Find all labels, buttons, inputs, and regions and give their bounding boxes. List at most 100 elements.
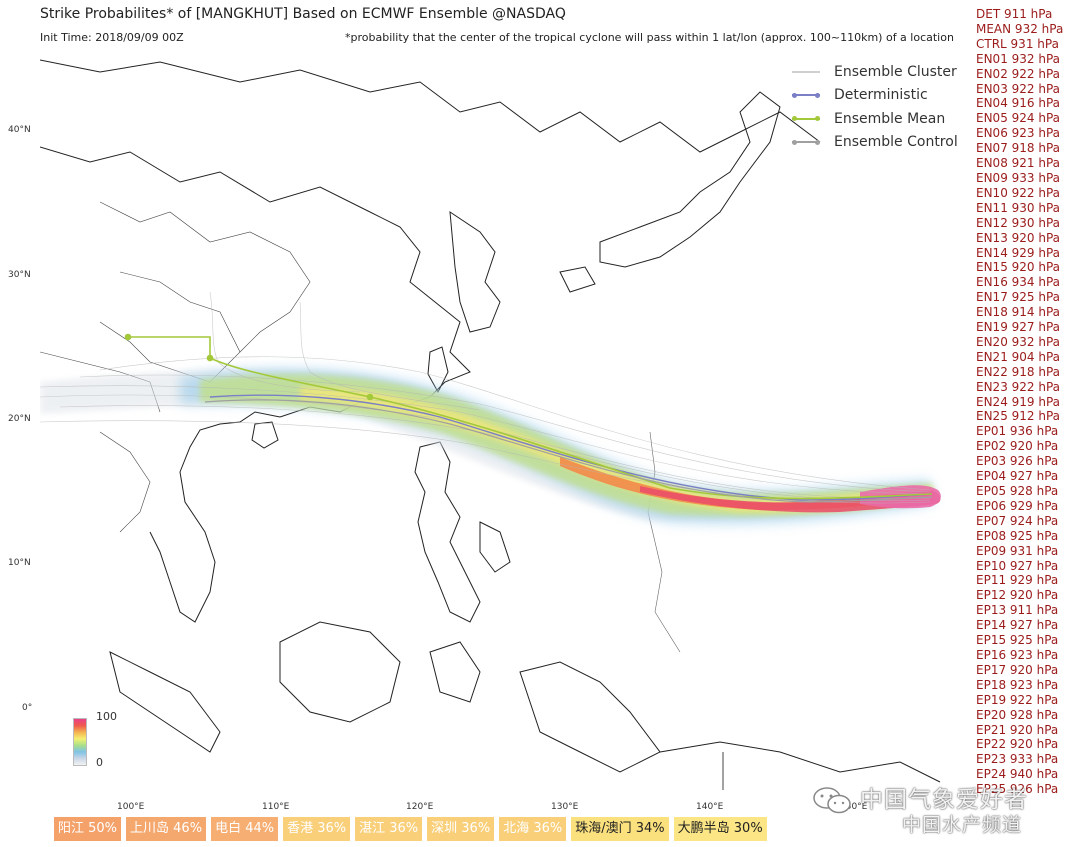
legend-swatch-ensemble-control bbox=[790, 137, 822, 147]
pressure-item: EP03 926 hPa bbox=[976, 454, 1059, 469]
pressure-item: EN19 927 hPa bbox=[976, 320, 1061, 335]
lat-label-10: 10°N bbox=[8, 558, 31, 568]
map-canvas bbox=[40, 59, 941, 790]
legend-swatch-ensemble-cluster bbox=[790, 67, 822, 77]
pressure-item: EP02 920 hPa bbox=[976, 439, 1059, 454]
init-time: Init Time: 2018/09/09 00Z bbox=[40, 31, 184, 44]
lat-label-40: 40°N bbox=[8, 125, 31, 135]
legend-ensemble-cluster: Ensemble Cluster bbox=[790, 60, 958, 84]
pressure-item: EP24 940 hPa bbox=[976, 767, 1059, 782]
colorbar-min-label: 0 bbox=[96, 756, 103, 769]
colorbar-max-label: 100 bbox=[96, 710, 117, 723]
city-badge: 大鹏半岛 30% bbox=[673, 817, 767, 841]
pressure-item: EN17 925 hPa bbox=[976, 290, 1061, 305]
legend-ensemble-control: Ensemble Control bbox=[790, 131, 958, 155]
pressure-item: EN23 922 hPa bbox=[976, 379, 1061, 394]
pressure-item: EP08 925 hPa bbox=[976, 528, 1059, 543]
city-badge: 北海 36% bbox=[499, 817, 567, 841]
pressure-item: EN12 930 hPa bbox=[976, 215, 1061, 230]
pressure-item: EN08 921 hPa bbox=[976, 156, 1061, 171]
pressure-item: EN01 932 hPa bbox=[976, 51, 1061, 66]
pressure-item: EN11 930 hPa bbox=[976, 200, 1061, 215]
legend-swatch-deterministic bbox=[790, 90, 822, 100]
pressure-item: EN04 916 hPa bbox=[976, 96, 1061, 111]
pressure-item: EP06 929 hPa bbox=[976, 498, 1059, 513]
watermark-line1: 中国气象爱好者 bbox=[860, 787, 1028, 813]
pressure-item: EN07 918 hPa bbox=[976, 141, 1061, 156]
pressure-item: EN25 912 hPa bbox=[976, 409, 1061, 424]
lon-label-120: 120°E bbox=[406, 802, 434, 812]
pressure-item: EP04 927 hPa bbox=[976, 469, 1059, 484]
pressure-item: EN05 924 hPa bbox=[976, 111, 1061, 126]
ensemble-control-track bbox=[204, 399, 933, 503]
pressure-item: EP13 911 hPa bbox=[976, 603, 1059, 618]
pressure-item: EP19 922 hPa bbox=[976, 692, 1059, 707]
city-badge: 上川岛 46% bbox=[126, 817, 207, 841]
city-badge: 电白 44% bbox=[211, 817, 279, 841]
pressure-item: EN21 904 hPa bbox=[976, 349, 1061, 364]
watermark-line2: 中国水产频道 bbox=[902, 814, 1023, 836]
lon-label-110: 110°E bbox=[262, 802, 290, 812]
pressure-item: EP23 933 hPa bbox=[976, 752, 1059, 767]
pressure-item: EP05 928 hPa bbox=[976, 484, 1059, 498]
pressure-item: DET 911 hPa bbox=[976, 7, 1053, 21]
pressure-item: EN18 914 hPa bbox=[976, 305, 1061, 320]
pressure-item: EP12 920 hPa bbox=[976, 588, 1059, 603]
lon-label-130: 130°E bbox=[551, 802, 579, 812]
deterministic-track bbox=[209, 394, 933, 501]
pressure-item: EP11 929 hPa bbox=[976, 573, 1059, 588]
pressure-item: EN14 929 hPa bbox=[976, 245, 1061, 260]
probability-note: *probability that the center of the trop… bbox=[345, 31, 954, 44]
pressure-item: EP20 928 hPa bbox=[976, 707, 1059, 722]
map-legend: Ensemble Cluster Deterministic Ensemble … bbox=[790, 60, 958, 154]
legend-label: Ensemble Cluster bbox=[834, 63, 957, 80]
city-probability-bar: 阳江 50% 上川岛 46% 电白 44% 香港 36% 湛江 36% 深圳 36% 北海 … bbox=[54, 817, 772, 841]
lat-label-20: 20°N bbox=[8, 414, 31, 424]
pressure-item: EP22 920 hPa bbox=[976, 737, 1059, 752]
chart-title: Strike Probabilites* of [MANGKHUT] Based… bbox=[40, 6, 566, 22]
pressure-item: EN03 922 hPa bbox=[976, 81, 1061, 96]
pressure-item: EP18 923 hPa bbox=[976, 677, 1059, 692]
lat-label-0: 0° bbox=[22, 703, 33, 713]
pressure-item: EP15 925 hPa bbox=[976, 633, 1059, 648]
legend-deterministic: Deterministic bbox=[790, 84, 958, 108]
pressure-item: EN09 933 hPa bbox=[976, 170, 1061, 185]
pressure-item: EN13 920 hPa bbox=[976, 230, 1061, 245]
pressure-item: EP01 936 hPa bbox=[976, 424, 1059, 439]
watermark: 中国气象爱好者 中国水产频道 bbox=[812, 780, 1080, 847]
pressure-item: EP14 927 hPa bbox=[976, 618, 1059, 633]
pressure-item: MEAN 932 hPa bbox=[976, 21, 1064, 36]
pressure-item: EP09 931 hPa bbox=[976, 543, 1059, 558]
map-panel bbox=[40, 52, 965, 790]
pressure-item: EN24 919 hPa bbox=[976, 394, 1061, 409]
lon-label-140: 140°E bbox=[696, 802, 724, 812]
probability-colorbar bbox=[73, 718, 87, 766]
legend-swatch-ensemble-mean bbox=[790, 114, 822, 124]
pressure-item: EN20 932 hPa bbox=[976, 334, 1061, 349]
pressure-item: EN15 920 hPa bbox=[976, 260, 1061, 275]
member-pressure-list: DET 911 hPa MEAN 932 hPa CTRL 931 hPa EN01 … bbox=[976, 7, 1080, 797]
city-badge: 湛江 36% bbox=[355, 817, 423, 841]
pressure-item: EN22 918 hPa bbox=[976, 364, 1061, 379]
pressure-item: EP07 924 hPa bbox=[976, 513, 1059, 528]
city-badge: 珠海/澳门 34% bbox=[571, 817, 669, 841]
legend-label: Ensemble Control bbox=[834, 134, 958, 151]
pressure-item: EP25 926 hPa bbox=[976, 782, 1059, 797]
pressure-item: EN02 922 hPa bbox=[976, 66, 1061, 81]
pressure-item: EN06 923 hPa bbox=[976, 126, 1061, 141]
pressure-item: EN16 934 hPa bbox=[976, 275, 1061, 290]
ensemble-mean-track bbox=[124, 333, 933, 500]
pressure-item: EP17 920 hPa bbox=[976, 662, 1059, 677]
pressure-item: CTRL 931 hPa bbox=[976, 36, 1059, 51]
lon-label-100: 100°E bbox=[117, 802, 145, 812]
pressure-item: EP16 923 hPa bbox=[976, 647, 1059, 662]
legend-ensemble-mean: Ensemble Mean bbox=[790, 107, 958, 131]
legend-label: Deterministic bbox=[834, 87, 928, 104]
city-badge: 香港 36% bbox=[283, 817, 351, 841]
ensemble-cluster-tracks bbox=[40, 291, 931, 504]
legend-label: Ensemble Mean bbox=[834, 110, 946, 127]
pressure-item: EP21 920 hPa bbox=[976, 722, 1059, 737]
wechat-icon bbox=[813, 787, 851, 814]
lon-label-150: 150°E bbox=[840, 802, 868, 812]
pressure-item: EN10 922 hPa bbox=[976, 185, 1061, 200]
